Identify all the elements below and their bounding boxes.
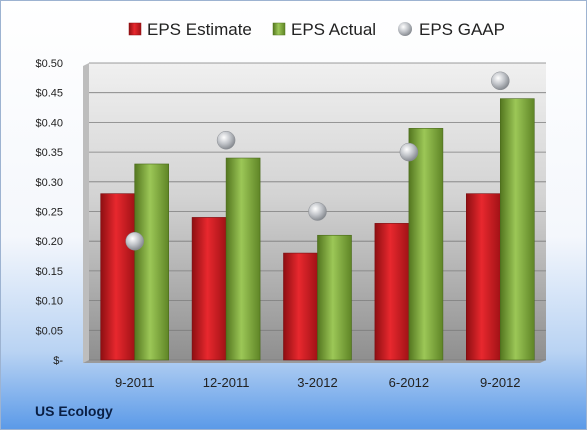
x-tick-label: 9-2011 [115,375,155,390]
legend-label-estimate: EPS Estimate [147,20,252,39]
y-tick-label: $0.20 [35,236,63,248]
bar-eps-estimate [191,217,227,361]
bar-eps-estimate [374,223,410,361]
bar-eps-actual [317,234,352,361]
bar-eps-estimate [283,252,318,361]
y-axis-ticks: $- $0.05 $0.10 $0.15 $0.20 $0.25 $0.30 $0.35 $0.… [35,58,63,367]
marker-eps-gaap [125,231,144,251]
y-tick-label: $0.15 [35,266,63,278]
plot-floor [83,360,546,363]
legend-label-gaap: EPS GAAP [419,20,505,39]
plot-side-wall [83,63,89,363]
y-tick-label: $0.35 [35,147,63,159]
marker-eps-gaap [216,130,236,150]
bar-eps-actual [225,157,261,361]
bar-eps-actual [134,163,169,361]
legend-item-eps-estimate: EPS Estimate [128,20,252,39]
y-tick-label: $0.45 [35,88,63,100]
y-tick-label: $0.30 [35,177,63,189]
legend-swatch-estimate [128,22,142,36]
legend-item-eps-gaap: EPS GAAP [398,20,505,39]
marker-eps-gaap [491,71,510,91]
y-tick-label: $0.40 [35,117,63,129]
x-tick-label: 6-2012 [389,375,429,390]
bar-eps-estimate [465,193,501,361]
y-tick-label: $- [53,355,63,367]
legend-swatch-actual [272,22,286,36]
y-tick-label: $0.05 [35,325,63,337]
y-tick-label: $0.50 [35,58,63,70]
marker-eps-gaap [308,202,327,221]
y-tick-label: $0.10 [35,296,63,308]
x-tick-label: 12-2011 [203,375,250,390]
x-tick-label: 3-2012 [297,375,337,390]
legend-item-eps-actual: EPS Actual [272,20,376,39]
x-tick-label: 9-2012 [480,375,520,390]
plot-area [83,62,546,363]
legend-marker-gaap [398,22,412,36]
marker-eps-gaap [399,142,419,162]
bar-eps-actual [408,128,444,361]
legend: EPS Estimate EPS Actual EPS GAAP [128,20,505,39]
legend-label-actual: EPS Actual [291,20,376,39]
x-axis-ticks: 9-2011 12-2011 3-2012 6-2012 9-2012 [115,375,521,390]
bar-eps-actual [499,98,535,361]
company-label: US Ecology [35,403,113,419]
bar-eps-estimate [100,193,135,361]
y-tick-label: $0.25 [35,207,63,219]
